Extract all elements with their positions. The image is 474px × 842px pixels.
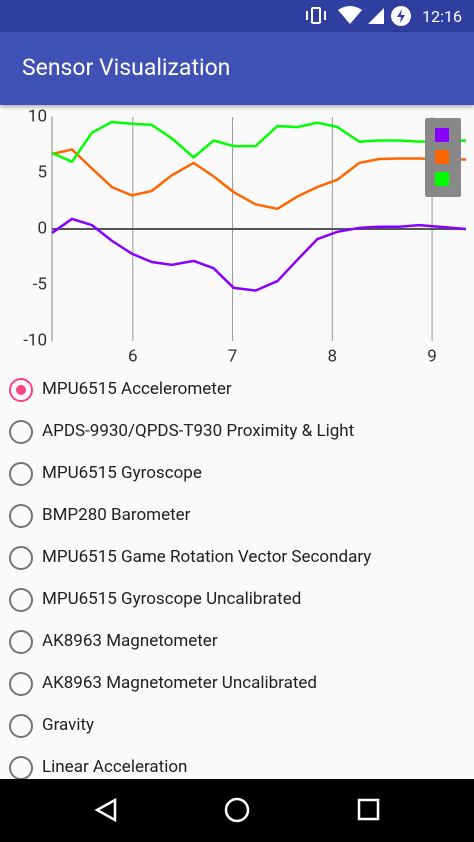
status-icons [306, 6, 384, 24]
sensor-option[interactable]: MPU6515 Gyroscope Uncalibrated [0, 579, 474, 621]
radio-button[interactable] [9, 630, 33, 654]
option-label: MPU6515 Gyroscope [42, 463, 202, 483]
radio-button[interactable] [9, 504, 33, 528]
app-bar: Sensor Visualization [0, 32, 474, 105]
option-label: Gravity [42, 715, 95, 735]
y-tick-label: 0 [37, 218, 47, 238]
sensor-option[interactable]: MPU6515 Game Rotation Vector Secondary [0, 537, 474, 579]
y-tick-label: 5 [37, 162, 47, 182]
app-title: Sensor Visualization [22, 54, 231, 81]
recents-button[interactable] [357, 798, 380, 821]
radio-button[interactable] [9, 546, 33, 570]
y-tick-label: -10 [23, 330, 47, 350]
sensor-option[interactable]: BMP280 Barometer [0, 495, 474, 537]
home-button[interactable] [224, 797, 250, 823]
x-tick-label: 8 [328, 346, 338, 366]
radio-button[interactable] [9, 672, 33, 696]
option-label: MPU6515 Accelerometer [42, 379, 232, 399]
option-label: APDS-9930/QPDS-T930 Proximity & Light [42, 421, 355, 441]
sensor-option[interactable]: Gravity [0, 705, 474, 747]
option-label: Linear Acceleration [42, 757, 188, 777]
sensor-option[interactable]: AK8963 Magnetometer Uncalibrated [0, 663, 474, 705]
series-line [51, 148, 466, 211]
option-label: AK8963 Magnetometer Uncalibrated [42, 673, 318, 693]
x-tick-label: 9 [427, 346, 437, 366]
radio-button[interactable] [9, 756, 33, 780]
legend-swatch [435, 150, 449, 164]
nav-buttons [94, 797, 380, 823]
radio-button[interactable] [9, 420, 33, 444]
radio-button[interactable] [9, 588, 33, 612]
x-tick-label: 6 [128, 346, 138, 366]
legend-swatch [435, 172, 449, 186]
option-label: BMP280 Barometer [42, 505, 191, 525]
sensor-option[interactable]: MPU6515 Accelerometer [0, 369, 474, 411]
x-tick-label: 7 [228, 346, 238, 366]
navigation-bar [0, 779, 474, 842]
chart: 6 7 8 9 -10 -5 0 5 10 [23, 106, 467, 366]
back-button[interactable] [94, 797, 117, 823]
y-tick-label: 10 [28, 106, 47, 126]
legend-swatch [435, 128, 449, 142]
series-line [51, 120, 467, 164]
series-line [51, 217, 467, 292]
status-bar: 12:16 [0, 0, 474, 32]
option-label: MPU6515 Game Rotation Vector Secondary [42, 547, 372, 567]
option-label: AK8963 Magnetometer [42, 631, 218, 651]
sensor-option[interactable]: APDS-9930/QPDS-T930 Proximity & Light [0, 411, 474, 453]
radio-button[interactable] [9, 714, 33, 738]
clock: 12:16 [422, 7, 462, 26]
sensor-option[interactable]: MPU6515 Gyroscope [0, 453, 474, 495]
radio-button[interactable] [9, 378, 33, 402]
y-tick-label: -5 [33, 274, 47, 294]
sensor-option[interactable]: AK8963 Magnetometer [0, 621, 474, 663]
battery-icon [391, 6, 411, 26]
option-label: MPU6515 Gyroscope Uncalibrated [42, 589, 302, 609]
radio-button[interactable] [9, 462, 33, 486]
